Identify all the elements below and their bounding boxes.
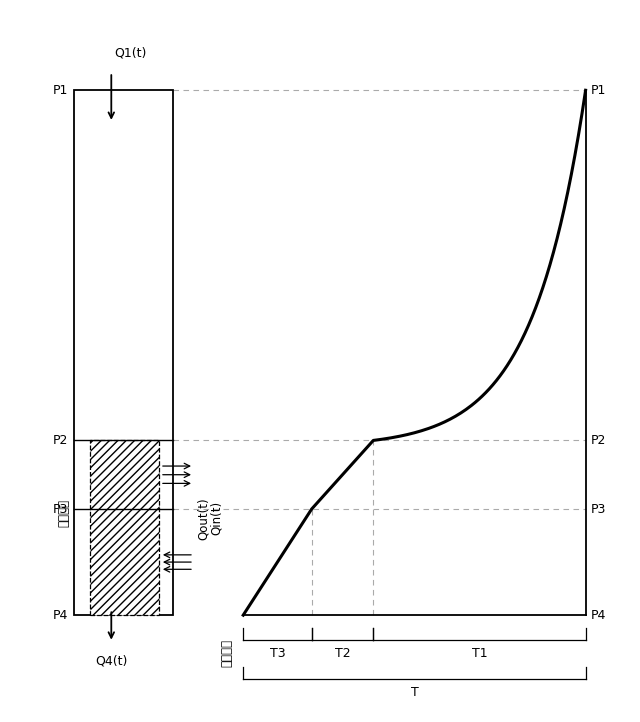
Text: 渋滹区間: 渋滹区間	[58, 500, 70, 527]
Text: T: T	[410, 686, 419, 699]
Text: P3: P3	[53, 503, 68, 516]
Text: P1: P1	[53, 84, 68, 97]
Text: T1: T1	[472, 647, 487, 660]
Text: T2: T2	[335, 647, 350, 660]
Text: Q1(t): Q1(t)	[114, 47, 146, 60]
Text: P3: P3	[591, 503, 606, 516]
Text: T3: T3	[269, 647, 285, 660]
Text: P2: P2	[591, 434, 606, 447]
Text: 旅行時間: 旅行時間	[221, 640, 234, 667]
Bar	[90, 440, 159, 615]
Text: P2: P2	[53, 434, 68, 447]
Text: Qout(t): Qout(t)	[197, 497, 210, 540]
Text: Qin(t): Qin(t)	[210, 501, 223, 536]
Text: P4: P4	[53, 609, 68, 622]
Text: P4: P4	[591, 609, 606, 622]
Text: P1: P1	[591, 84, 606, 97]
Text: Q4(t): Q4(t)	[95, 655, 127, 668]
Bar	[74, 90, 173, 615]
